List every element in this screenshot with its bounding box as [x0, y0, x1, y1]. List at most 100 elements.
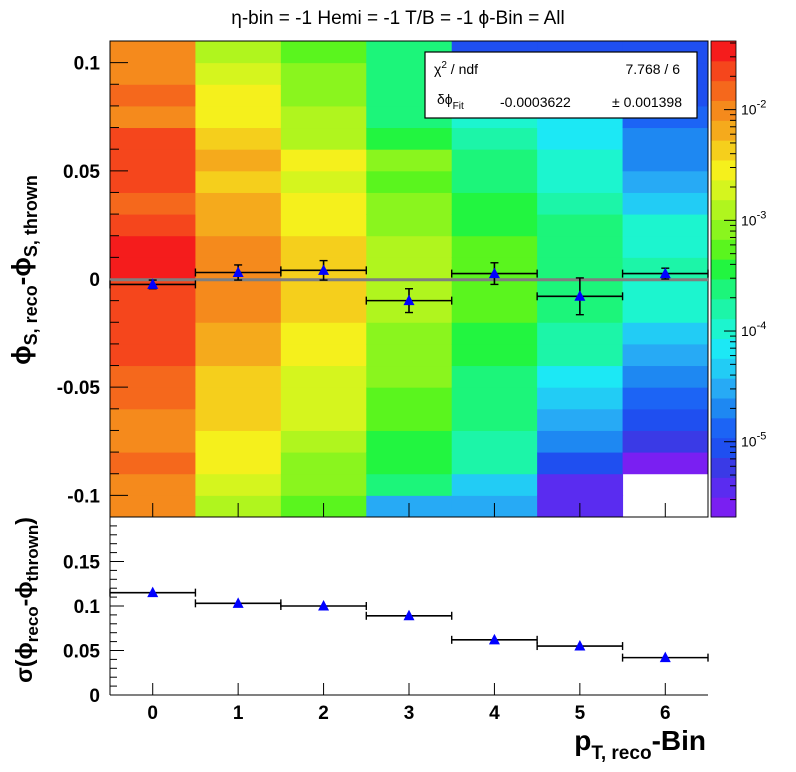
stats-fit-value: -0.0003622: [500, 94, 571, 110]
heatmap-cell: [110, 322, 196, 345]
heatmap-cell: [451, 235, 538, 258]
heatmap-cell: [110, 235, 196, 258]
heatmap-cell: [110, 149, 196, 172]
heatmap-cell: [110, 41, 196, 64]
heatmap-cell: [537, 452, 624, 475]
heatmap-cell: [537, 170, 624, 193]
heatmap-cell: [451, 170, 538, 193]
heatmap-cell: [366, 149, 453, 172]
heatmap-cell: [537, 149, 624, 172]
heatmap-cell: [537, 430, 624, 453]
heatmap-cell: [366, 408, 453, 431]
heatmap-cell: [537, 127, 624, 150]
heatmap-cell: [451, 430, 538, 453]
mean-point: [232, 266, 244, 278]
mean-point: [403, 294, 415, 306]
heatmap-cell: [537, 235, 624, 258]
sigma-point: [659, 651, 671, 663]
palette-swatch: [711, 160, 736, 181]
heatmap-cell: [622, 127, 709, 150]
bottom-x-tick-label: 3: [404, 703, 415, 724]
mean-point: [147, 278, 159, 289]
heatmap-cell: [110, 452, 196, 475]
heatmap-cell: [537, 322, 624, 345]
heatmap-cell: [195, 473, 282, 496]
heatmap-cell: [366, 343, 453, 367]
palette-swatch: [711, 457, 736, 478]
mean-point: [574, 290, 586, 301]
palette-swatch: [711, 140, 736, 161]
heatmap-cell: [280, 343, 367, 367]
heatmap-cell: [622, 149, 709, 172]
palette-swatch: [711, 219, 736, 240]
heatmap-cell: [366, 235, 453, 258]
palette-tick-label: 10-5: [741, 431, 766, 450]
palette-frame: [710, 40, 737, 518]
heatmap-cell: [280, 473, 367, 496]
palette-swatch: [711, 60, 736, 82]
heatmap-cell: [622, 214, 709, 237]
heatmap-cell: [537, 343, 624, 367]
heatmap-cell: [195, 279, 282, 302]
heatmap-cell: [195, 235, 282, 258]
heatmap-cell: [110, 105, 196, 129]
x-axis-title: pT, reco-Bin: [574, 725, 706, 764]
heatmap-cell: [451, 408, 538, 431]
heatmap-cell: [195, 192, 282, 215]
bottom-x-tick-label: 1: [233, 703, 244, 724]
palette-swatch: [711, 279, 736, 300]
heatmap-cell: [537, 473, 624, 496]
heatmap-cell: [110, 170, 196, 193]
heatmap-cell: [451, 127, 538, 150]
heatmap-cell: [622, 452, 709, 475]
top-y-tick-label: 0: [89, 270, 100, 291]
heatmap-cell: [110, 473, 196, 496]
heatmap-cell: [280, 127, 367, 150]
palette-tick-label: 10-3: [741, 209, 766, 228]
heatmap-cell: [195, 343, 282, 367]
stats-fit-error: ± 0.001398: [612, 94, 682, 110]
heatmap-cell: [366, 452, 453, 475]
heatmap-cell: [195, 84, 282, 107]
top-y-axis-title: ϕS, reco-ϕS, thrown: [6, 175, 41, 365]
palette-swatch: [711, 179, 736, 201]
palette-swatch: [711, 497, 736, 518]
heatmap-cell: [280, 408, 367, 431]
mean-point: [488, 267, 500, 279]
heatmap-cell: [280, 430, 367, 453]
bottom-x-tick-label: 5: [575, 703, 586, 724]
sigma-point: [318, 600, 330, 611]
heatmap-cell: [195, 41, 282, 64]
heatmap-cell: [280, 452, 367, 475]
heatmap-cell: [280, 322, 367, 345]
palette-swatch: [711, 120, 736, 141]
palette-swatch: [711, 199, 736, 220]
bottom-panel-axes: 0 0.05 0.1 0.15 0 1 2 3 4 5 6: [63, 516, 708, 724]
heatmap-cell: [195, 452, 282, 475]
heatmap-cell: [451, 365, 538, 388]
heatmap-cell: [280, 149, 367, 172]
bottom-x-tick-label: 0: [147, 703, 158, 724]
heatmap-cell: [366, 322, 453, 345]
heatmap-cell: [537, 408, 624, 431]
heatmap-cell: [451, 300, 538, 323]
heatmap-cell: [451, 322, 538, 345]
heatmap-cell: [195, 62, 282, 85]
heatmap-cell: [451, 387, 538, 410]
heatmap-cell: [280, 387, 367, 410]
heatmap-cell: [280, 279, 367, 302]
palette-swatch: [711, 239, 736, 260]
heatmap-cell: [280, 170, 367, 193]
heatmap-cell: [195, 170, 282, 193]
heatmap-cell: [280, 62, 367, 85]
heatmap-cell: [622, 170, 709, 193]
color-palette: 10-5 10-4 10-3 10-2: [710, 40, 766, 518]
heatmap-cell: [280, 192, 367, 215]
bottom-x-tick-label: 4: [489, 703, 500, 724]
heatmap-cell: [622, 192, 709, 215]
heatmap-cell: [451, 473, 538, 496]
heatmap-cell: [110, 430, 196, 453]
heatmap-cell: [110, 343, 196, 367]
palette-swatch: [711, 398, 736, 419]
bottom-y-axis-title: σ(ϕreco-ϕthrown): [11, 517, 42, 683]
